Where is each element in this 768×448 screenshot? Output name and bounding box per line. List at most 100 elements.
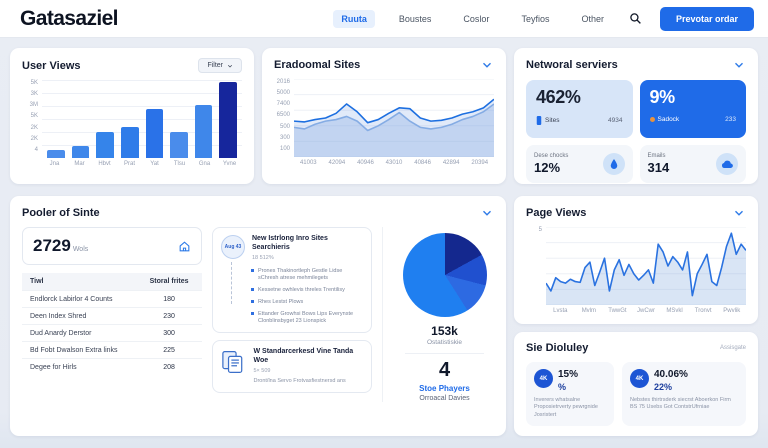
row-name: Deen Index Shred bbox=[22, 307, 137, 325]
pooler-title: Pooler of Sinte bbox=[22, 207, 100, 219]
user-views-card: User Views Filter 5K 3K 3M 5K 2K 2K 4 Jna Mar Hbv… bbox=[10, 48, 254, 184]
filter-button[interactable]: Filter bbox=[198, 58, 242, 73]
chevron-down-icon[interactable] bbox=[732, 206, 746, 220]
x-tick: 42094 bbox=[328, 160, 346, 166]
page-views-title: Page Views bbox=[526, 207, 587, 219]
chevron-down-icon[interactable] bbox=[732, 58, 746, 72]
nav-item-3[interactable]: Coslor bbox=[463, 13, 490, 24]
x-tick: Prat bbox=[123, 161, 135, 167]
sites-label: Sites bbox=[545, 117, 560, 124]
x-tick: 41003 bbox=[299, 160, 317, 166]
y-tick: 2016 bbox=[276, 79, 290, 85]
table-row: Deen Index Shred 230 bbox=[22, 307, 202, 325]
bar bbox=[120, 126, 139, 158]
nav-item-2[interactable]: Boustes bbox=[398, 13, 432, 24]
pie-summary-column: 153k Ostatistiskie 4 Stoe Phayers Orroac… bbox=[382, 227, 494, 402]
chevron-down-icon[interactable] bbox=[480, 58, 494, 72]
sadock-percentage: 9% bbox=[649, 87, 676, 107]
x-tick: Tlsu bbox=[173, 161, 186, 167]
x-tick: Yvne bbox=[222, 161, 237, 167]
timeline-connector bbox=[231, 262, 232, 304]
timeline-badge: Aug 43 bbox=[221, 235, 245, 259]
stat-tile-sadock: 9% Sadock 233 bbox=[639, 80, 746, 138]
y-tick: 5K bbox=[30, 80, 38, 86]
sadock-label: Sadock bbox=[657, 116, 680, 123]
stat-badge-icon: 4K bbox=[534, 369, 553, 388]
stats-row-bottom: Pooler of Sinte 2729 Wols Tiw bbox=[10, 196, 758, 437]
bar bbox=[170, 132, 188, 158]
timeline-bullet: Kessetne owhlevis threles Trentilisy bbox=[251, 287, 363, 294]
y-tick: 4 bbox=[34, 146, 38, 153]
right-column: Page Views 5 Lvsta Mvlm TwwGt JwCwr MSvkl Tro… bbox=[514, 196, 758, 437]
timeline-item-1: Aug 43 New Istrlong Inro Sites Searchier… bbox=[212, 227, 372, 334]
bars bbox=[42, 80, 242, 158]
table-row: Degee for Hirls 208 bbox=[22, 358, 202, 375]
x-tick: Lvsta bbox=[553, 308, 568, 314]
stat-tile-emails: Emails 314 bbox=[639, 145, 746, 183]
x-tick: 40946 bbox=[357, 160, 374, 166]
site-display-meta: Assisgate bbox=[719, 345, 746, 351]
droplet-icon bbox=[602, 153, 625, 175]
y-tick: 2K bbox=[30, 124, 38, 131]
device-icon bbox=[536, 116, 542, 125]
y-tick: 5K bbox=[30, 113, 38, 120]
x-tick: MSvkl bbox=[666, 308, 683, 314]
x-tick: 20394 bbox=[471, 160, 489, 166]
site-display-tile-1: 4K 15% % Inverers whatsalne Proposietrve… bbox=[526, 362, 614, 427]
bar bbox=[47, 150, 65, 158]
x-tick: Jna bbox=[49, 161, 60, 167]
main-nav: Ruuta Boustes Coslor Teyfios Other Prevo… bbox=[333, 6, 754, 31]
home-icon bbox=[179, 240, 190, 251]
stat-tile-checks: Dese chocks 12% bbox=[526, 145, 633, 183]
checks-value: 12% bbox=[534, 160, 561, 175]
nav-item-5[interactable]: Other bbox=[581, 13, 604, 24]
row-name: Endlorck Labirlor 4 Counts bbox=[22, 290, 137, 308]
chevron-down-icon bbox=[227, 64, 233, 68]
row-value: 230 bbox=[136, 307, 202, 325]
x-axis: Lvsta Mvlm TwwGt JwCwr MSvkl Tronvt Pwvlik bbox=[546, 308, 746, 314]
y-tick: 5000 bbox=[276, 90, 290, 97]
stat-badge-icon: 4K bbox=[630, 369, 649, 388]
line-plot bbox=[294, 79, 494, 157]
x-tick: 43010 bbox=[385, 160, 403, 166]
y-axis: 5 bbox=[526, 227, 546, 314]
network-servers-card: Networal serviers 462% Sites 4934 9% bbox=[514, 48, 758, 184]
series-line bbox=[294, 104, 494, 131]
chevron-down-icon[interactable] bbox=[480, 206, 494, 220]
bar bbox=[145, 108, 164, 158]
x-tick: Mvlm bbox=[581, 308, 597, 314]
series-line bbox=[546, 233, 746, 295]
primary-cta-button[interactable]: Prevotar ordar bbox=[659, 6, 754, 31]
nav-item-4[interactable]: Teyfios bbox=[521, 13, 550, 24]
x-tick: JwCwr bbox=[637, 308, 656, 314]
network-title: Networal serviers bbox=[526, 59, 618, 71]
y-tick: 100 bbox=[279, 145, 290, 152]
page-views-line-chart: 5 Lvsta Mvlm TwwGt JwCwr MSvkl Tronvt Pwvlik bbox=[526, 227, 746, 314]
series-line bbox=[294, 99, 494, 122]
checks-label: Dese chocks bbox=[534, 153, 569, 159]
players-count: 4 bbox=[438, 359, 451, 381]
table-row: Endlorck Labirlor 4 Counts 180 bbox=[22, 290, 202, 308]
page-views-card: Page Views 5 Lvsta Mvlm TwwGt JwCwr MSvkl Tro… bbox=[514, 196, 758, 324]
y-axis: 5K 3K 3M 5K 2K 2K 4 bbox=[22, 80, 42, 167]
bar bbox=[71, 145, 90, 158]
y-tick: 300 bbox=[279, 134, 290, 141]
timeline-bullet: Prones Thakinortleph Gestle Lidse sChres… bbox=[251, 268, 363, 282]
tile-value: 15% bbox=[558, 369, 579, 380]
bar bbox=[194, 104, 213, 158]
row-value: 208 bbox=[136, 358, 202, 375]
pie-total: 153k bbox=[431, 324, 458, 338]
x-tick: TwwGt bbox=[608, 308, 627, 314]
line-plot bbox=[546, 227, 746, 305]
sites-percentage: 462% bbox=[536, 87, 581, 107]
wols-unit: Wols bbox=[72, 246, 89, 253]
y-axis: 2016 5000 7400 6500 500 300 100 bbox=[274, 79, 294, 166]
dashboard-main: User Views Filter 5K 3K 3M 5K 2K 2K 4 Jna Mar Hbv… bbox=[0, 38, 768, 446]
emails-value: 314 bbox=[647, 160, 670, 175]
x-tick: 40846 bbox=[414, 160, 431, 166]
y-tick: 500 bbox=[279, 123, 290, 130]
sites-count: 4934 bbox=[608, 117, 623, 124]
nav-item-1[interactable]: Ruuta bbox=[333, 9, 375, 28]
search-icon[interactable] bbox=[628, 11, 644, 27]
pooler-table-column: 2729 Wols Tiwl Storal frites Endlorck bbox=[22, 227, 202, 402]
